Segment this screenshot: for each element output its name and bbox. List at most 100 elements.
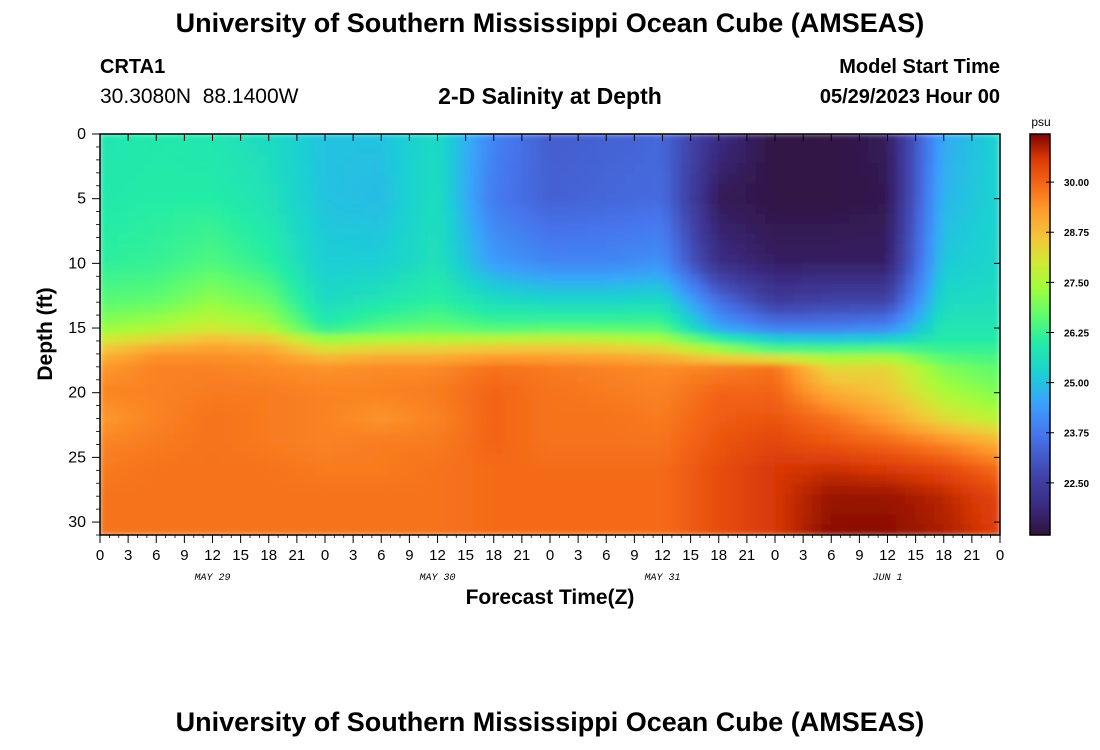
heatmap-cell [699,353,710,366]
heatmap-cell [793,384,804,396]
heatmap-cell [980,333,992,346]
heatmap-cell [324,203,335,215]
heatmap-cell [455,183,467,195]
heatmap-cell [511,253,523,265]
heatmap-cell [333,153,345,165]
heatmap-cell [708,153,720,165]
heatmap-cell [690,343,701,356]
heatmap-cell [811,263,823,275]
heatmap-cell [221,363,232,376]
heatmap-cell [765,464,776,476]
heatmap-cell [465,464,476,476]
heatmap-cell [502,223,514,235]
heatmap-cell [774,203,785,215]
heatmap-cell [896,404,907,416]
heatmap-cell [343,333,354,346]
heatmap-cell [155,283,167,295]
heatmap-cell [305,333,317,346]
heatmap-cell [230,313,242,326]
heatmap-cell [811,273,823,285]
heatmap-cell [455,524,467,535]
heatmap-cell [802,134,814,145]
heatmap-cell [849,464,860,476]
heatmap-cell [446,243,457,255]
heatmap-cell [371,494,382,506]
heatmap-cell [240,333,251,346]
heatmap-cell [858,243,870,255]
heatmap-cell [436,514,448,526]
heatmap-cell [868,424,879,436]
heatmap-cell [183,343,195,356]
heatmap-cell [633,384,645,396]
heatmap-cell [418,434,429,446]
heatmap-cell [193,153,204,165]
heatmap-cell [755,193,767,205]
heatmap-cell [586,514,598,526]
heatmap-cell [230,374,242,386]
heatmap-cell [783,223,795,235]
heatmap-cell [765,313,776,326]
heatmap-cell [736,353,748,366]
heatmap-cell [915,424,926,436]
heatmap-cell [671,223,682,235]
heatmap-cell [549,263,560,275]
heatmap-cell [240,313,251,326]
heatmap-cell [230,384,242,396]
heatmap-cell [174,183,185,195]
heatmap-cell [183,163,195,175]
heatmap-cell [352,293,364,306]
heatmap-cell [624,173,635,185]
heatmap-cell [661,464,673,476]
heatmap-cell [408,283,420,295]
heatmap-cell [736,474,748,486]
heatmap-cell [258,153,270,165]
heatmap-cell [896,363,907,376]
heatmap-cell [727,233,739,245]
heatmap-cell [690,223,701,235]
heatmap-cell [361,213,373,225]
heatmap-cell [408,384,420,396]
heatmap-cell [136,193,148,205]
heatmap-cell [427,183,439,195]
heatmap-cell [774,494,785,506]
heatmap-cell [736,313,748,326]
heatmap-cell [436,353,448,366]
heatmap-cell [549,293,560,306]
heatmap-cell [502,283,514,295]
heatmap-cell [296,183,307,195]
heatmap-cell [352,283,364,295]
heatmap-cell [924,183,935,195]
x-tick-label: 12 [879,547,896,564]
heatmap-cell [924,474,935,486]
date-label: MAY 31 [644,573,680,584]
heatmap-cell [558,374,570,386]
heatmap-cell [136,183,148,195]
heatmap-cell [905,183,917,195]
heatmap-cell [277,484,289,496]
heatmap-cell [333,464,345,476]
heatmap-cell [605,143,617,155]
heatmap-cell [821,474,832,486]
heatmap-cell [100,384,110,396]
heatmap-cell [830,464,842,476]
heatmap-cell [736,434,748,446]
heatmap-cell [830,313,842,326]
heatmap-cell [127,353,139,366]
heatmap-cell [118,494,129,506]
heatmap-cell [633,134,645,145]
heatmap-cell [746,223,757,235]
heatmap-cell [418,374,429,386]
heatmap-cell [502,263,514,275]
heatmap-cell [540,484,551,496]
heatmap-cell [136,424,148,436]
heatmap-cell [455,333,467,346]
heatmap-cell [100,203,110,215]
heatmap-cell [165,394,176,406]
heatmap-cell [352,173,364,185]
heatmap-cell [755,434,767,446]
heatmap-cell [783,243,795,255]
heatmap-cell [633,243,645,255]
heatmap-cell [765,524,776,535]
heatmap-cell [221,253,232,265]
heatmap-cell [943,524,954,535]
